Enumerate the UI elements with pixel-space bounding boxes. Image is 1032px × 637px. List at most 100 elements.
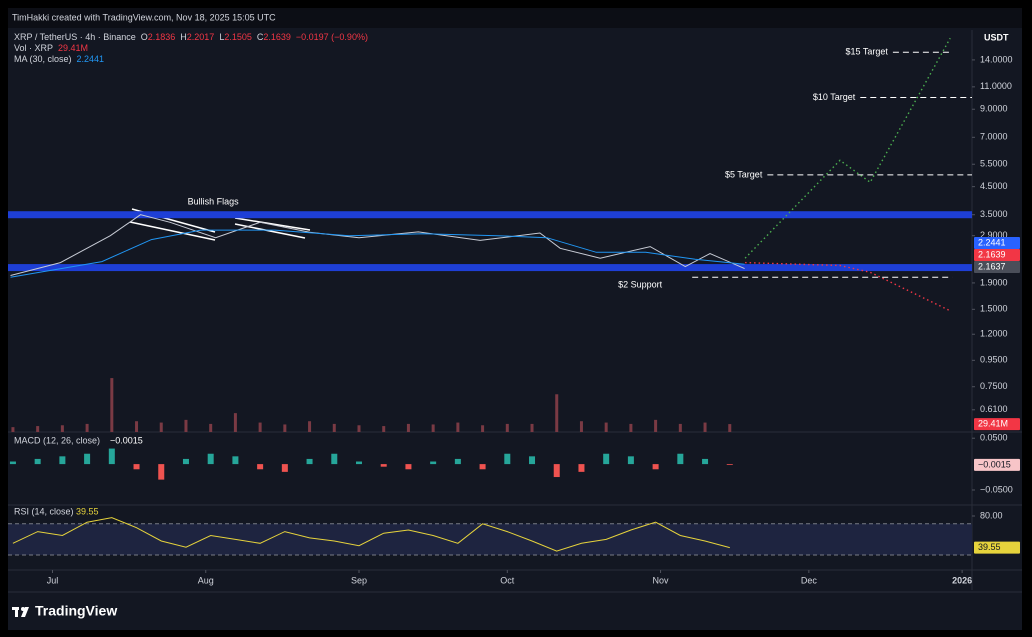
macd-bar	[430, 461, 437, 465]
volume-bar	[505, 423, 509, 432]
volume-bar	[555, 394, 559, 432]
volume-bar	[36, 426, 40, 432]
volume-bar	[629, 423, 633, 432]
rsi-label-box	[974, 541, 1020, 554]
y-tick-label: 1.5000	[980, 304, 1008, 314]
volume-bar	[357, 425, 361, 432]
ohlc-key: O	[141, 32, 148, 42]
target-label: $15 Target	[846, 47, 889, 57]
zone	[8, 211, 972, 219]
logo-mark	[21, 607, 29, 617]
macd-bar	[331, 453, 338, 465]
macd-bar	[207, 453, 214, 465]
volume-bar	[233, 413, 237, 432]
volume-label-box	[974, 418, 1020, 431]
y-tick-label: 1.9000	[980, 277, 1008, 287]
legend-title: XRP / TetherUS · 4h · Binance	[14, 32, 136, 42]
macd-bar	[578, 464, 585, 472]
volume-bar	[579, 421, 583, 432]
macd-bar	[182, 458, 189, 465]
volume-bar	[60, 425, 64, 432]
volume-title: Vol · XRP	[14, 43, 53, 53]
y-tick-label: 5.5000	[980, 159, 1008, 169]
y-tick-label: 80.00	[980, 510, 1003, 520]
ohlc-change: −0.0197 (−0.90%)	[296, 32, 368, 42]
macd-bar	[702, 458, 709, 465]
macd-bar	[232, 456, 239, 465]
volume-value: 29.41M	[58, 43, 88, 53]
macd-bar	[355, 461, 362, 465]
y-tick-label: 14.0000	[980, 54, 1013, 64]
price-label: 2.1637	[978, 261, 1006, 271]
ohlc-value: 2.1505	[224, 32, 252, 42]
volume-bar	[135, 421, 139, 432]
y-tick-label: 3.5000	[980, 209, 1008, 219]
header: TimHakki created with TradingView.com, N…	[12, 12, 276, 22]
rsi-band	[8, 523, 972, 556]
volume-bar	[332, 423, 336, 432]
volume-bar	[382, 426, 386, 432]
volume-bar	[481, 425, 485, 432]
ohlc-key: C	[257, 32, 264, 42]
macd-bar	[9, 461, 16, 465]
macd-bar	[59, 456, 66, 465]
macd-bar	[454, 458, 461, 465]
legend-symbol: XRP / TetherUS · 4h · Binance O2.1836 H2.2…	[14, 32, 368, 42]
y-tick-label: 4.5000	[980, 181, 1008, 191]
price-label-box	[974, 249, 1020, 261]
macd-bar	[281, 464, 288, 472]
y-tick-label: 0.9500	[980, 355, 1008, 365]
ohlc-key: L	[219, 32, 224, 42]
macd-value: −0.0015	[110, 435, 143, 445]
price-label-box	[974, 237, 1020, 249]
volume-bar	[406, 423, 410, 432]
volume-bar	[159, 422, 163, 432]
ma-title: MA (30, close)	[14, 54, 72, 64]
volume-bar	[703, 422, 707, 432]
y-tick-label: 0.0500	[980, 433, 1008, 443]
y-tick-label: 11.0000	[980, 81, 1012, 91]
volume-bar	[258, 422, 262, 432]
volume-bar	[728, 424, 732, 432]
price-line	[10, 229, 745, 278]
macd-bar	[603, 453, 610, 465]
volume-bar	[209, 423, 213, 432]
flag-line	[234, 217, 311, 231]
volume-bar	[283, 424, 287, 432]
macd-label-box	[974, 458, 1020, 471]
y-tick-label: 9.0000	[980, 104, 1008, 114]
flag-label: Bullish Flags	[188, 197, 240, 207]
price-line	[744, 37, 951, 259]
y-tick-label: 1.2000	[980, 329, 1008, 339]
ma-value: 2.2441	[77, 54, 105, 64]
macd-bar	[158, 464, 165, 480]
macd-bar	[677, 453, 684, 465]
macd-bar	[627, 456, 634, 465]
x-tick-label: Jul	[47, 575, 59, 585]
macd-bar	[529, 456, 536, 465]
price-label: 2.1639	[978, 249, 1006, 259]
x-tick-label: Nov	[653, 575, 670, 585]
y-tick-label: −0.0500	[980, 484, 1013, 494]
macd-label: −0.0015	[978, 459, 1011, 469]
currency-unit: USDT	[984, 32, 1009, 42]
macd-bar	[380, 464, 387, 467]
macd-bar	[133, 464, 140, 470]
price-label: 2.2441	[978, 237, 1006, 247]
macd-bar	[553, 464, 560, 478]
macd-bar	[504, 453, 511, 465]
x-tick-label: Sep	[351, 575, 367, 585]
volume-bar	[456, 422, 460, 432]
zone	[8, 264, 972, 272]
macd-bar	[405, 464, 412, 470]
rsi-line	[12, 517, 730, 552]
logo	[12, 607, 29, 617]
macd-bar	[726, 464, 733, 465]
macd-bar	[84, 453, 91, 465]
y-tick-label: 0.6100	[980, 404, 1008, 414]
y-tick-label: 7.0000	[980, 132, 1008, 142]
legend-ma: MA (30, close) 2.2441	[14, 54, 104, 64]
ohlc-key: H	[180, 32, 187, 42]
ohlc-value: 2.2017	[187, 32, 215, 42]
